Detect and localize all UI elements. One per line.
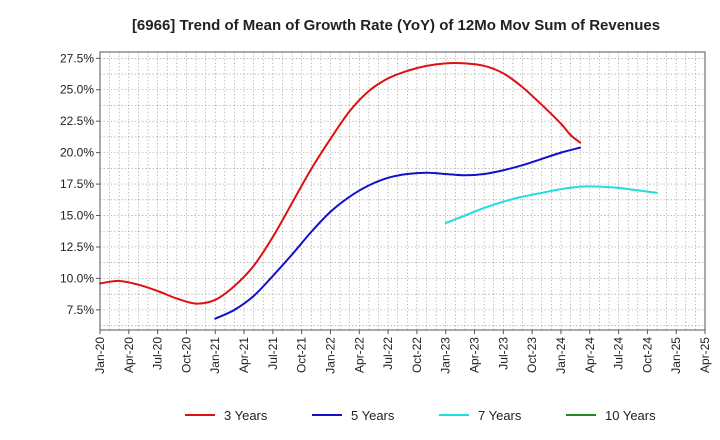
y-tick-label: 27.5% bbox=[60, 51, 94, 65]
x-tick-label: Apr-21 bbox=[237, 337, 251, 373]
x-tick-label: Jan-24 bbox=[554, 337, 568, 374]
y-tick-label: 22.5% bbox=[60, 114, 94, 128]
legend-label-5-years: 5 Years bbox=[351, 408, 395, 423]
x-tick-label: Jul-24 bbox=[612, 337, 626, 370]
gridlines bbox=[99, 52, 706, 330]
plot-background bbox=[100, 52, 705, 330]
x-tick-label: Jul-20 bbox=[151, 337, 165, 370]
x-tick-label: Apr-24 bbox=[583, 337, 597, 373]
x-tick-label: Jan-25 bbox=[669, 337, 683, 374]
x-tick-label: Jan-23 bbox=[439, 337, 453, 374]
x-tick-label: Jul-21 bbox=[266, 337, 280, 370]
x-tick-label: Oct-23 bbox=[525, 337, 539, 373]
chart-title: [6966] Trend of Mean of Growth Rate (YoY… bbox=[132, 17, 660, 34]
x-tick-label: Apr-25 bbox=[698, 337, 712, 373]
series-line-7-years bbox=[444, 185, 658, 225]
x-tick-label: Apr-23 bbox=[468, 337, 482, 373]
y-tick-label: 17.5% bbox=[60, 177, 94, 191]
x-tick-label: Jan-21 bbox=[208, 337, 222, 374]
x-tick-label: Jul-23 bbox=[496, 337, 510, 370]
y-tick-label: 25.0% bbox=[60, 83, 94, 97]
x-tick-label: Oct-20 bbox=[179, 337, 193, 373]
x-tick-label: Oct-24 bbox=[640, 337, 654, 373]
x-tick-label: Apr-20 bbox=[122, 337, 136, 373]
y-tick-label: 20.0% bbox=[60, 146, 94, 160]
series-line-5-years bbox=[214, 146, 582, 320]
y-tick-label: 10.0% bbox=[60, 271, 94, 285]
series-layer bbox=[99, 62, 658, 320]
y-tick-label: 7.5% bbox=[67, 303, 95, 317]
x-tick-label: Apr-22 bbox=[352, 337, 366, 373]
series-line-3-years bbox=[99, 62, 582, 305]
x-tick-label: Jul-22 bbox=[381, 337, 395, 370]
axes: 7.5% 10.0% 12.5% 15.0% 17.5% 20.0% 22.5% 25.0% 2… bbox=[60, 51, 712, 373]
legend-label-10-years: 10 Years bbox=[605, 408, 656, 423]
x-tick-label: Jan-20 bbox=[93, 337, 107, 374]
y-tick-label: 15.0% bbox=[60, 209, 94, 223]
legend-label-7-years: 7 Years bbox=[478, 408, 522, 423]
y-tick-label: 12.5% bbox=[60, 240, 94, 254]
plot-area bbox=[100, 52, 705, 330]
legend-label-3-years: 3 Years bbox=[224, 408, 268, 423]
legend: 3 Years 5 Years 7 Years 10 Years bbox=[185, 408, 656, 423]
x-tick-label: Oct-21 bbox=[295, 337, 309, 373]
plot-frame bbox=[99, 51, 706, 331]
x-tick-label: Jan-22 bbox=[323, 337, 337, 374]
x-tick-label: Oct-22 bbox=[410, 337, 424, 373]
